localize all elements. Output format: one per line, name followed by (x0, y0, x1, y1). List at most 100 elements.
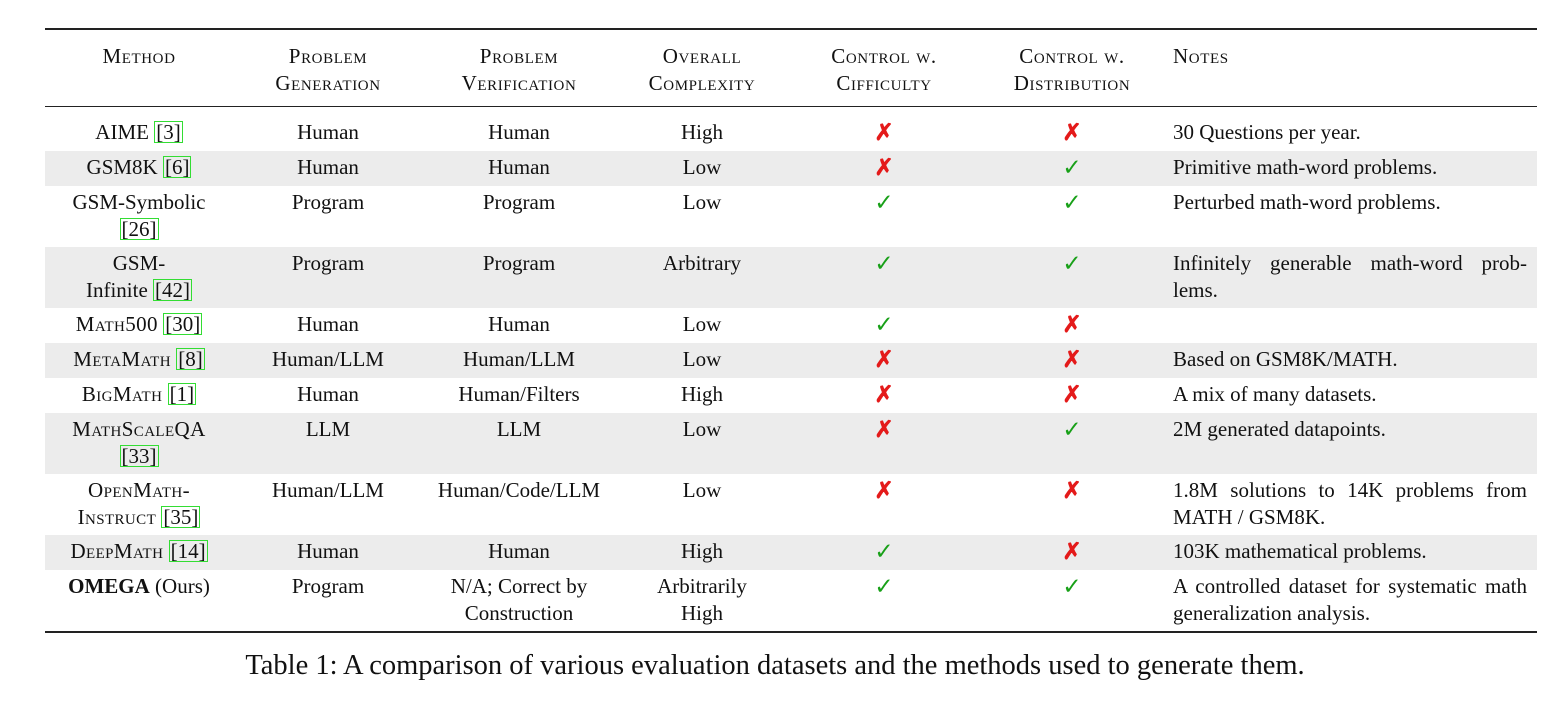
method-name: OMEGA (68, 574, 150, 598)
citation-link[interactable]: [3] (154, 120, 183, 144)
cell-generation: Human (233, 535, 423, 570)
cell-notes: 1.8M solutions to 14K problems from MATH… (1173, 478, 1527, 529)
table-row: AIME [3] Human Human High ✗ ✗ 30 Questions per… (45, 107, 1537, 152)
check-icon: ✓ (874, 574, 894, 599)
cell-control-difficulty: ✗ (789, 378, 979, 413)
cross-icon: ✗ (1062, 478, 1082, 503)
cell-notes: A controlled dataset for systematic math… (1173, 574, 1527, 625)
cell-verification: N/A; Correct by Construction (423, 570, 615, 632)
cell-notes: 2M generated datapoints. (1165, 413, 1537, 474)
citation-link[interactable]: [42] (153, 278, 193, 302)
cell-generation: Human (297, 120, 359, 144)
method-name: BigMath (81, 382, 163, 406)
cross-icon: ✗ (1062, 347, 1082, 372)
cell-control-difficulty: ✗ (789, 343, 979, 378)
cell-control-distribution: ✓ (979, 413, 1165, 474)
header-notes: Notes (1165, 29, 1537, 107)
check-icon: ✓ (1062, 574, 1082, 599)
cell-control-distribution: ✓ (979, 186, 1165, 247)
method-name: Math500 (75, 312, 158, 336)
header-generation-line1: Problem (288, 44, 368, 68)
cell-verification: LLM (423, 413, 615, 474)
cell-notes: A mix of many datasets. (1173, 382, 1377, 406)
check-icon: ✓ (1062, 155, 1082, 180)
cell-control-distribution: ✗ (979, 107, 1165, 152)
cell-verification: Human (488, 120, 550, 144)
table-row: OMEGA (Ours) Program N/A; Correct by Constr… (45, 570, 1537, 632)
cross-icon: ✗ (1062, 382, 1082, 407)
table-row: MathScaleQA [33] LLM LLM Low ✗ ✓ 2M generated d… (45, 413, 1537, 474)
header-complexity: Overall Complexity (615, 29, 789, 107)
method-name: GSM8K (86, 155, 158, 179)
citation-number: 30 (172, 312, 194, 336)
cell-method: OMEGA (Ours) (45, 570, 233, 632)
cell-complexity: Low (682, 312, 722, 336)
method-name: OpenMath- (88, 478, 190, 502)
cell-method: OpenMath- Instruct [35] (45, 474, 233, 535)
method-name: GSM-Symbolic (72, 190, 206, 214)
cell-control-difficulty: ✓ (789, 308, 979, 343)
cross-icon: ✗ (874, 155, 894, 180)
cross-icon: ✗ (1062, 312, 1082, 337)
cell-control-distribution: ✗ (979, 474, 1165, 535)
cell-method: MathScaleQA [33] (45, 413, 233, 474)
cell-control-difficulty: ✓ (789, 186, 979, 247)
citation-number: 26 (128, 217, 150, 241)
citation-link[interactable]: [14] (168, 539, 208, 563)
cell-method: MetaMath [8] (45, 343, 233, 378)
cell-control-difficulty: ✗ (789, 151, 979, 186)
cell-control-distribution: ✗ (979, 535, 1165, 570)
citation-link[interactable]: [8] (176, 347, 205, 371)
citation-link[interactable]: [33] (119, 444, 159, 468)
cell-complexity-line: Arbitrarily (657, 574, 747, 598)
cell-notes: 30 Questions per year. (1173, 120, 1361, 144)
header-generation-line2: Generation (275, 71, 381, 95)
table-row: DeepMath [14] Human Human High ✓ ✗ 103K mathem… (45, 535, 1537, 570)
cell-method: DeepMath [14] (45, 535, 233, 570)
citation-number: 35 (170, 505, 192, 529)
citation-link[interactable]: [6] (162, 155, 192, 179)
header-complexity-line1: Overall (662, 44, 742, 68)
table-body: AIME [3] Human Human High ✗ ✗ 30 Questions per… (45, 107, 1537, 632)
cell-complexity: High (615, 535, 789, 570)
cell-control-distribution: ✗ (979, 308, 1165, 343)
table-row: GSM- Infinite [42] Program Program Arbitrary… (45, 247, 1537, 308)
cell-generation: Program (233, 247, 423, 308)
cell-generation: Human/LLM (272, 478, 384, 502)
cell-control-distribution: ✓ (979, 247, 1165, 308)
table-row: BigMath [1] Human Human/Filters High ✗ ✗ A mix… (45, 378, 1537, 413)
citation-link[interactable]: [35] (161, 505, 201, 529)
cell-notes: Primitive math-word problems. (1165, 151, 1537, 186)
cell-control-distribution: ✗ (979, 378, 1165, 413)
cross-icon: ✗ (874, 120, 894, 145)
cell-verification: Human/LLM (423, 343, 615, 378)
cell-complexity: Low (615, 413, 789, 474)
check-icon: ✓ (1062, 251, 1082, 276)
cell-control-distribution: ✓ (979, 570, 1165, 632)
citation-link[interactable]: [1] (167, 382, 197, 406)
cell-control-distribution: ✗ (979, 343, 1165, 378)
header-control-difficulty-line1: Control w. (831, 44, 937, 68)
citation-number: 42 (162, 278, 184, 302)
header-verification-line1: Problem (479, 44, 559, 68)
cell-generation: Program (291, 190, 365, 214)
cell-control-distribution: ✓ (979, 151, 1165, 186)
cell-verification-line: Construction (464, 601, 574, 625)
cell-complexity-line: High (681, 601, 723, 625)
table-row: OpenMath- Instruct [35] Human/LLM Human/Cod… (45, 474, 1537, 535)
citation-link[interactable]: [26] (119, 217, 159, 241)
check-icon: ✓ (1062, 417, 1082, 442)
citation-link[interactable]: [30] (163, 312, 203, 336)
header-method: Method (45, 29, 233, 107)
method-name: DeepMath (70, 539, 164, 563)
check-icon: ✓ (874, 312, 894, 337)
cell-complexity: Arbitrary (615, 247, 789, 308)
cell-complexity: Low (682, 478, 722, 502)
cross-icon: ✗ (874, 382, 894, 407)
cell-verification: Program (482, 190, 556, 214)
cell-control-difficulty: ✗ (789, 413, 979, 474)
cell-control-difficulty: ✗ (789, 474, 979, 535)
header-control-distribution-line1: Control w. (1019, 44, 1125, 68)
cell-method: GSM-Symbolic [26] (45, 186, 233, 247)
cell-notes: 103K mathematical problems. (1165, 535, 1537, 570)
